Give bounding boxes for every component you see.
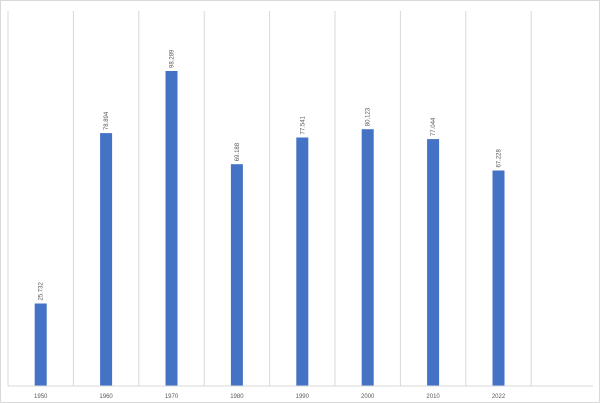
bar-1950 — [34, 303, 47, 386]
x-tick-label-1970: 1970 — [165, 394, 179, 400]
bar-2010 — [427, 139, 440, 386]
data-label-2010: 77.044 — [431, 117, 437, 136]
data-label-2022: 67.228 — [497, 149, 503, 168]
bar-2022 — [492, 170, 505, 386]
data-label-1950: 25.732 — [39, 282, 45, 301]
x-tick-label-1950: 1950 — [34, 394, 48, 400]
bar-1970 — [165, 71, 178, 386]
data-label-1990: 77.541 — [300, 115, 306, 134]
x-tick-label-2010: 2010 — [426, 394, 440, 400]
data-labels: 25.732 78.894 98.289 69.188 77.541 80.123 77.0… — [39, 49, 503, 301]
data-label-1980: 69.188 — [235, 142, 241, 161]
x-tick-label-2022: 2022 — [492, 394, 506, 400]
bar-1990 — [296, 137, 309, 386]
data-label-1970: 98.289 — [170, 49, 176, 68]
bars — [34, 71, 505, 386]
x-tick-label-1960: 1960 — [99, 394, 113, 400]
bar-1960 — [100, 133, 113, 386]
x-tick-label-1990: 1990 — [296, 394, 310, 400]
gridlines — [7, 11, 532, 386]
bar-1980 — [230, 164, 243, 386]
x-tick-label-1980: 1980 — [230, 394, 244, 400]
bar-2000 — [361, 129, 374, 386]
data-label-1960: 78.894 — [104, 111, 110, 130]
x-axis-ticks: 1950 1960 1970 1980 1990 2000 2010 2022 — [34, 394, 506, 400]
x-tick-label-2000: 2000 — [361, 394, 375, 400]
data-label-2000: 80.123 — [366, 107, 372, 126]
